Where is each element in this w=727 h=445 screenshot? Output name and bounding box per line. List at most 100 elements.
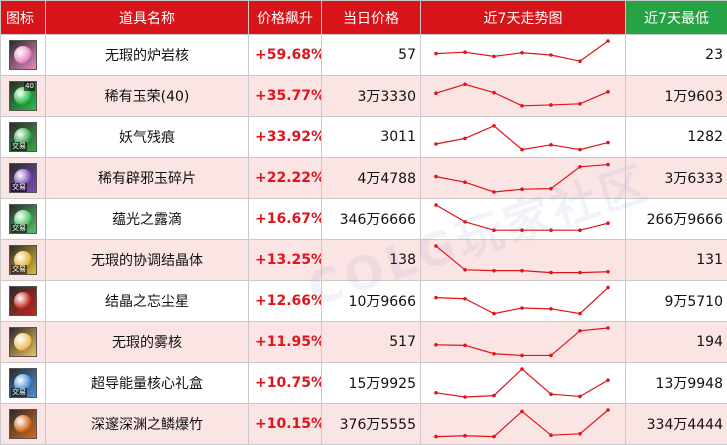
trend-point (492, 228, 496, 232)
today-price-value: 138 (322, 240, 421, 281)
table-row: 深邃深渊之鳞爆竹+10.15%376万5555 334万4444 (1, 404, 727, 445)
golden-crystal-icon[interactable]: 交易 (9, 245, 37, 275)
trend-point (578, 228, 582, 232)
trend-point (492, 91, 496, 95)
trend-point (520, 354, 524, 358)
trend-point (578, 102, 582, 106)
trend-point (578, 271, 582, 275)
today-price-value: 3万3330 (322, 76, 421, 117)
item-icon-graphic (14, 46, 32, 64)
item-name: 结晶之忘尘星 (46, 281, 249, 322)
item-name: 稀有辟邪玉碎片 (46, 158, 249, 199)
price-surge-value: +10.15% (249, 404, 322, 445)
header-7day-trend: 近7天走势图 (421, 1, 626, 35)
trend-chart-cell (421, 240, 626, 281)
trend-point (434, 296, 438, 300)
item-name: 超导能量核心礼盒 (46, 363, 249, 404)
today-price-value: 10万9666 (322, 281, 421, 322)
7day-lowest-value: 23 (626, 35, 727, 76)
green-jade-icon[interactable]: 40 (9, 81, 37, 111)
today-price-value: 517 (322, 322, 421, 363)
green-dew-icon[interactable]: 交易 (9, 204, 37, 234)
trend-chart-cell (421, 35, 626, 76)
trend-point (549, 271, 553, 275)
header-icon: 图标 (1, 1, 46, 35)
green-crystal-icon[interactable]: 交易 (9, 122, 37, 152)
orange-firecracker-icon[interactable] (9, 409, 37, 439)
header-price-surge: 价格飙升 (249, 1, 322, 35)
price-surge-value: +13.25% (249, 240, 322, 281)
7day-lowest-value: 334万4444 (626, 404, 727, 445)
today-price-value: 376万5555 (322, 404, 421, 445)
trend-line (436, 246, 608, 273)
today-price-value: 15万9925 (322, 363, 421, 404)
item-icon-cell (1, 322, 46, 363)
trend-point (492, 190, 496, 194)
price-surge-value: +22.22% (249, 158, 322, 199)
trend-sparkline (421, 76, 626, 116)
trend-sparkline (421, 404, 626, 444)
trend-point (492, 124, 496, 128)
trend-point (492, 269, 496, 273)
trend-point (520, 306, 524, 310)
trend-point (434, 343, 438, 347)
7day-lowest-value: 194 (626, 322, 727, 363)
today-price-value: 346万6666 (322, 199, 421, 240)
trend-point (606, 326, 610, 330)
purple-orb-icon[interactable]: 交易 (9, 163, 37, 193)
item-icon-cell: 交易 (1, 363, 46, 404)
tradable-tag: 交易 (11, 183, 27, 192)
item-name: 无瑕的雾核 (46, 322, 249, 363)
yellow-mist-core-icon[interactable] (9, 327, 37, 357)
item-icon-cell: 交易 (1, 158, 46, 199)
red-star-crystal-icon[interactable] (9, 286, 37, 316)
trend-point (434, 244, 438, 248)
trend-point (434, 435, 438, 439)
item-icon-graphic (14, 292, 32, 310)
trend-point (434, 142, 438, 146)
trend-sparkline (421, 240, 626, 280)
pink-rose-core-icon[interactable] (9, 40, 37, 70)
trend-line (436, 369, 608, 397)
trend-line (436, 410, 608, 437)
trend-point (463, 344, 467, 348)
item-name: 深邃深渊之鳞爆竹 (46, 404, 249, 445)
item-icon-cell (1, 35, 46, 76)
blue-energy-box-icon[interactable]: 交易 (9, 368, 37, 398)
trend-point (492, 435, 496, 439)
item-count-badge: 40 (24, 82, 35, 91)
tradable-tag: 交易 (11, 224, 27, 233)
trend-point (549, 392, 553, 396)
trend-point (520, 410, 524, 414)
trend-point (606, 221, 610, 225)
price-surge-value: +33.92% (249, 117, 322, 158)
item-icon-cell (1, 281, 46, 322)
trend-chart-cell (421, 281, 626, 322)
item-icon-cell: 交易 (1, 117, 46, 158)
price-surge-value: +11.95% (249, 322, 322, 363)
trend-point (549, 187, 553, 191)
table-header-row: 图标 道具名称 价格飙升 当日价格 近7天走势图 近7天最低 (1, 1, 727, 35)
trend-chart-cell (421, 322, 626, 363)
trend-point (520, 367, 524, 371)
trend-point (463, 395, 467, 399)
trend-line (436, 126, 608, 150)
trend-point (520, 148, 524, 152)
item-icon-cell: 交易 (1, 240, 46, 281)
trend-line (436, 84, 608, 106)
trend-chart-cell (421, 117, 626, 158)
7day-lowest-value: 266万9666 (626, 199, 727, 240)
trend-point (578, 329, 582, 333)
trend-point (549, 53, 553, 57)
trend-point (463, 220, 467, 224)
7day-lowest-value: 1万9603 (626, 76, 727, 117)
item-name: 稀有玉荣(40) (46, 76, 249, 117)
